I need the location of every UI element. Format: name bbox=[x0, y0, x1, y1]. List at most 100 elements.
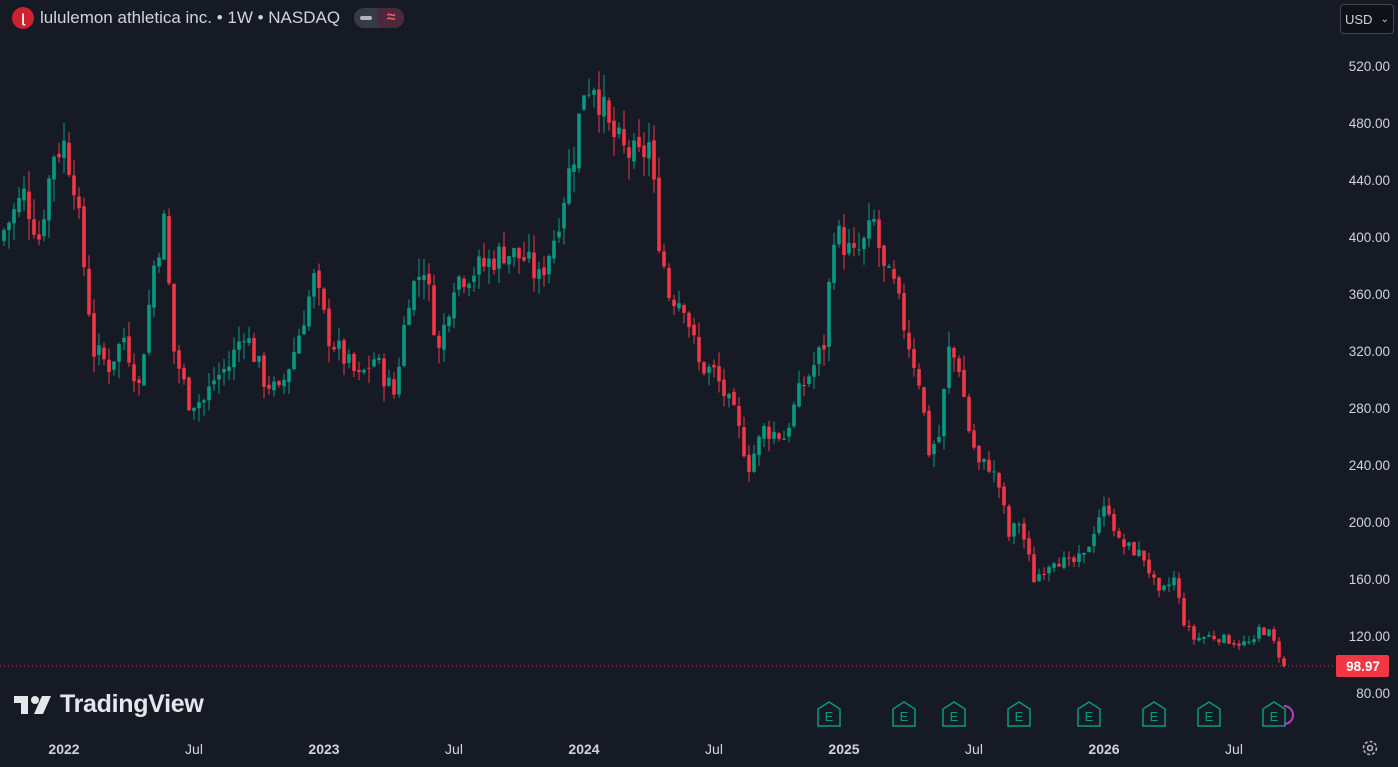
candle-body-up bbox=[1257, 626, 1261, 639]
symbol-header[interactable]: ɭ lululemon athletica inc. • 1W • NASDAQ… bbox=[12, 6, 405, 30]
currency-selector[interactable]: USD ⌄ bbox=[1340, 4, 1394, 34]
candle-body-down bbox=[607, 100, 611, 123]
wave-icon[interactable]: ≈ bbox=[378, 8, 405, 28]
candle-body-up bbox=[162, 213, 166, 260]
candle-body-down bbox=[427, 273, 431, 285]
earnings-marker[interactable]: E bbox=[1262, 701, 1286, 727]
candle-body-up bbox=[1207, 635, 1211, 637]
earnings-marker[interactable]: E bbox=[1197, 701, 1221, 727]
candle-body-down bbox=[802, 385, 806, 387]
symbol-title: lululemon athletica inc. • 1W • NASDAQ bbox=[40, 8, 341, 27]
tradingview-wordmark: TradingView bbox=[60, 690, 204, 718]
candle-body-down bbox=[277, 381, 281, 385]
earnings-badge-shape bbox=[1077, 701, 1101, 727]
earnings-marker[interactable]: E bbox=[1077, 701, 1101, 727]
candle-body-up bbox=[1047, 567, 1051, 574]
earnings-badge-shape bbox=[1142, 701, 1166, 727]
earnings-badge-shape bbox=[942, 701, 966, 727]
candle-body-down bbox=[1157, 577, 1161, 591]
candle-body-up bbox=[2, 230, 6, 241]
candle-body-down bbox=[177, 350, 181, 369]
candle-body-up bbox=[122, 337, 126, 343]
candle-body-up bbox=[992, 471, 996, 473]
candles-group bbox=[2, 71, 1286, 668]
candle-body-up bbox=[1267, 629, 1271, 636]
x-tick-label: Jul bbox=[445, 741, 463, 757]
candle-body-up bbox=[197, 402, 201, 409]
candle-body-up bbox=[567, 168, 571, 204]
candle-body-up bbox=[817, 347, 821, 365]
candle-body-up bbox=[782, 438, 786, 440]
earnings-marker[interactable]: E bbox=[1007, 701, 1031, 727]
candle-body-up bbox=[1197, 637, 1201, 641]
candle-body-down bbox=[132, 364, 136, 382]
candle-body-up bbox=[557, 231, 561, 238]
candle-body-down bbox=[987, 459, 991, 472]
candle-body-down bbox=[1057, 563, 1061, 567]
candle-body-down bbox=[1072, 557, 1076, 562]
candle-body-up bbox=[227, 366, 231, 372]
candle-body-up bbox=[827, 281, 831, 347]
candle-body-up bbox=[1087, 546, 1091, 553]
candle-body-down bbox=[187, 377, 191, 411]
candle-body-up bbox=[142, 354, 146, 386]
candle-body-down bbox=[687, 312, 691, 328]
candle-body-up bbox=[387, 377, 391, 386]
candle-body-up bbox=[512, 248, 516, 258]
candle-body-down bbox=[517, 247, 521, 259]
candle-body-up bbox=[527, 251, 531, 259]
candle-body-down bbox=[267, 384, 271, 389]
settings-gear-icon[interactable] bbox=[1359, 737, 1381, 759]
candle-body-up bbox=[1077, 553, 1081, 563]
candle-body-up bbox=[442, 324, 446, 350]
candle-body-down bbox=[92, 313, 96, 357]
candle-body-up bbox=[762, 425, 766, 439]
earnings-marker[interactable]: E bbox=[1142, 701, 1166, 727]
candle-body-down bbox=[1187, 625, 1191, 627]
earnings-marker[interactable]: E bbox=[817, 701, 841, 727]
candle-body-down bbox=[382, 358, 386, 387]
candle-body-up bbox=[812, 365, 816, 377]
earnings-marker[interactable]: E bbox=[892, 701, 916, 727]
candle-body-up bbox=[947, 346, 951, 388]
candle-body-up bbox=[1102, 506, 1106, 517]
candle-body-down bbox=[252, 337, 256, 362]
candle-body-down bbox=[37, 234, 41, 240]
candle-body-down bbox=[1227, 635, 1231, 644]
dash-icon[interactable] bbox=[354, 8, 378, 28]
candle-body-down bbox=[502, 246, 506, 264]
candle-body-up bbox=[232, 349, 236, 368]
candle-body-up bbox=[237, 341, 241, 350]
candle-body-up bbox=[312, 273, 316, 297]
candle-body-down bbox=[642, 145, 646, 157]
candle-body-down bbox=[972, 430, 976, 448]
candle-body-down bbox=[352, 353, 356, 372]
candle-body-up bbox=[477, 256, 481, 275]
upcoming-earnings-ring bbox=[1283, 705, 1294, 725]
candle-body-down bbox=[1212, 635, 1216, 640]
candle-body-down bbox=[432, 285, 436, 336]
candle-body-up bbox=[117, 344, 121, 362]
candle-body-down bbox=[612, 120, 616, 138]
candle-body-down bbox=[1282, 658, 1286, 666]
earnings-badge-label: E bbox=[1085, 709, 1094, 724]
indicator-badges[interactable]: ≈ bbox=[354, 8, 405, 28]
chevron-down-icon: ⌄ bbox=[1380, 13, 1389, 25]
candle-body-up bbox=[297, 335, 301, 354]
candle-body-down bbox=[907, 332, 911, 350]
candle-body-down bbox=[737, 405, 741, 426]
earnings-marker[interactable]: E bbox=[942, 701, 966, 727]
candle-body-down bbox=[57, 153, 61, 158]
candle-body-up bbox=[587, 94, 591, 96]
candle-body-up bbox=[752, 453, 756, 472]
candle-body-down bbox=[622, 129, 626, 146]
candle-body-down bbox=[1067, 557, 1071, 559]
candle-body-down bbox=[32, 219, 36, 235]
candle-body-up bbox=[797, 383, 801, 407]
earnings-badge-shape bbox=[1262, 701, 1286, 727]
candle-body-up bbox=[192, 407, 196, 412]
candle-body-up bbox=[22, 188, 26, 201]
candle-body-down bbox=[27, 191, 31, 219]
y-tick-label: 480.00 bbox=[1349, 116, 1390, 131]
